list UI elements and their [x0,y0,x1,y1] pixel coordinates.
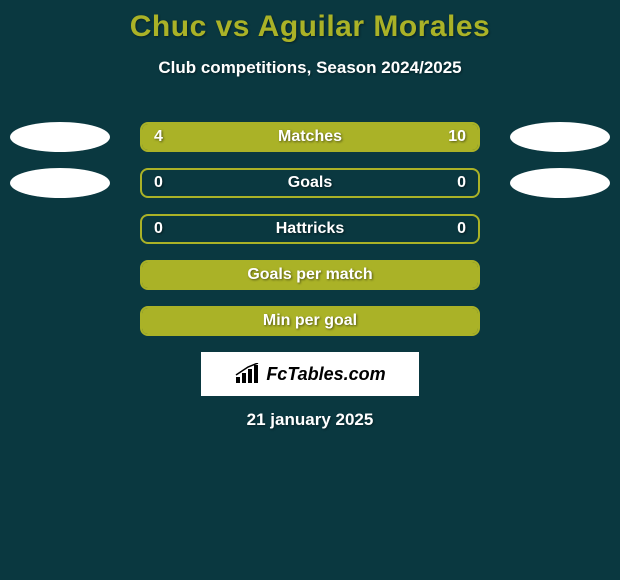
stat-bar: Goals per match [140,260,480,290]
stat-label: Goals [142,170,478,196]
stat-row: Min per goal [0,306,620,336]
stat-bar: Min per goal [140,306,480,336]
stat-bar: 0 0Hattricks [140,214,480,244]
stat-row: Goals per match [0,260,620,290]
bar-fill-left [142,262,478,288]
stat-label: Hattricks [142,216,478,242]
player-oval-left [10,122,110,152]
stat-bar: 410Matches [140,122,480,152]
stat-row: 0 0Goals [0,168,620,198]
stat-row: 0 0Hattricks [0,214,620,244]
stat-value-right: 0 [457,216,466,242]
player-oval-left [10,168,110,198]
stat-bar: 0 0Goals [140,168,480,198]
bar-fill-right [238,124,478,150]
chart-icon [234,363,260,385]
brand-badge: FcTables.com [201,352,419,396]
stat-value-right: 10 [448,124,466,150]
stat-value-right: 0 [457,170,466,196]
date-label: 21 january 2025 [0,410,620,430]
stat-value-left: 4 [154,124,163,150]
page-title: Chuc vs Aguilar Morales [0,0,620,44]
stat-value-left: 0 [154,216,163,242]
brand-text: FcTables.com [266,364,385,385]
stat-row: 410Matches [0,122,620,152]
comparison-chart: 410Matches00Goals00HattricksGoals per ma… [0,122,620,352]
player-oval-right [510,122,610,152]
player-oval-right [510,168,610,198]
page-subtitle: Club competitions, Season 2024/2025 [0,58,620,78]
bar-fill-left [142,308,478,334]
stat-value-left: 0 [154,170,163,196]
